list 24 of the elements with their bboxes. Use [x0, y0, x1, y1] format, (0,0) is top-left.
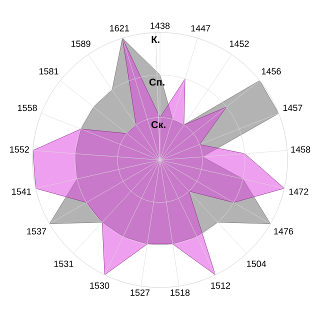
- spoke-label: 1447: [191, 25, 210, 32]
- spoke-label: 1472: [289, 188, 308, 195]
- spoke-label: 1537: [27, 228, 46, 234]
- y-tick-label: К.: [152, 36, 160, 43]
- spoke-label: 1457: [283, 104, 302, 112]
- spoke-label: 1531: [54, 260, 74, 268]
- spoke-label: 1621: [110, 25, 129, 32]
- y-tick-label: Сп.: [149, 78, 164, 86]
- spoke-label: 1456: [262, 68, 281, 74]
- spoke-label: 1518: [170, 289, 190, 296]
- spoke-label: 1552: [10, 146, 29, 153]
- spoke-label: 1452: [230, 40, 249, 47]
- spoke-label: 1504: [247, 260, 266, 268]
- spoke-label: 1581: [39, 68, 58, 74]
- spoke-label: 1512: [211, 282, 230, 289]
- y-tick-label: Ск.: [151, 121, 166, 128]
- spoke-label: 1527: [130, 289, 150, 296]
- spoke-label: 1438: [150, 22, 170, 29]
- spoke-label: 1476: [274, 228, 294, 234]
- spoke-label: 1530: [90, 282, 110, 289]
- spoke-label: 1589: [71, 40, 90, 47]
- spoke-label: 1458: [291, 146, 310, 153]
- spoke-label: 1541: [12, 188, 31, 195]
- spoke-label: 1558: [18, 104, 37, 112]
